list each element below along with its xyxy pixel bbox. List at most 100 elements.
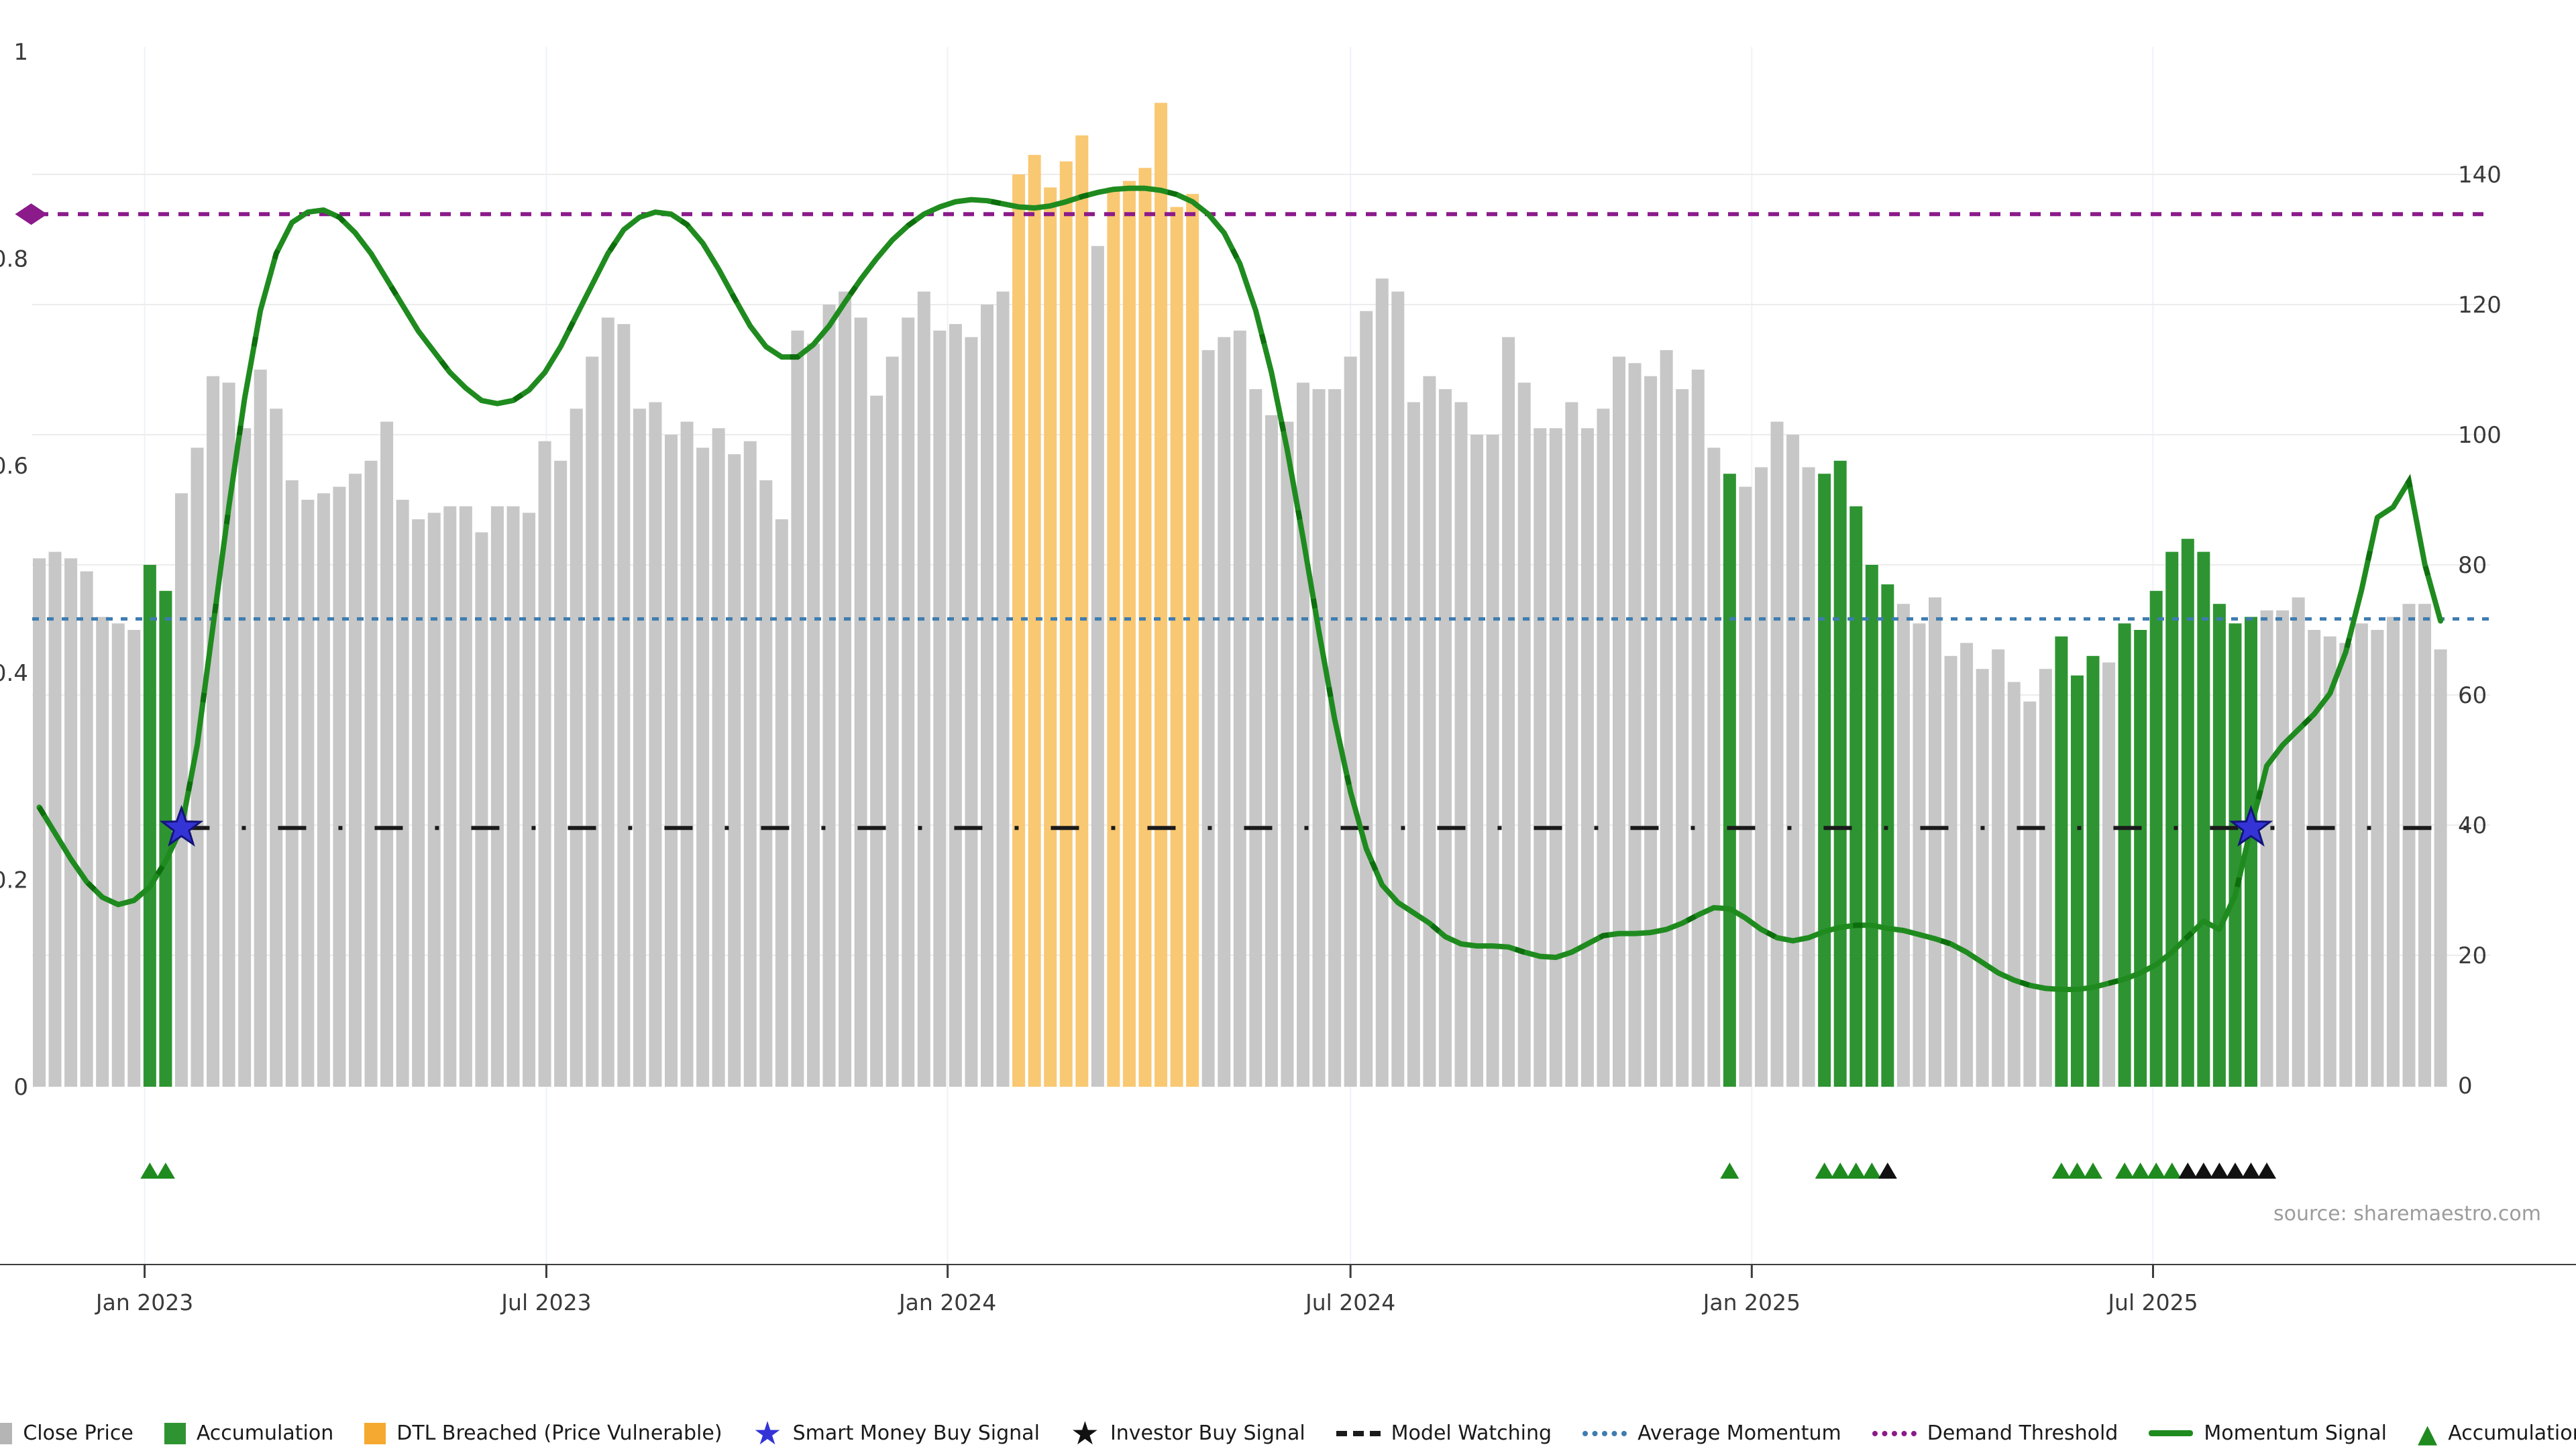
accumulation-bar — [2165, 551, 2179, 1087]
close-price-bar — [743, 441, 757, 1087]
accumulation-triangle-icon — [2115, 1163, 2135, 1179]
close-price-bar — [2434, 649, 2447, 1087]
legend-item-demand-threshold: Demand Threshold — [1872, 1421, 2118, 1445]
left-axis-tick-label: 0.4 — [0, 660, 28, 687]
close-price-bar — [538, 441, 551, 1087]
close-price-bar — [712, 428, 725, 1087]
close-price-bar — [459, 506, 472, 1087]
close-price-bar — [1534, 428, 1547, 1087]
legend-label: DTL Breached (Price Vulnerable) — [396, 1421, 722, 1445]
close-price-bar — [965, 337, 978, 1087]
accumulation-triangle-icon — [1862, 1163, 1882, 1179]
close-price-bar — [981, 305, 994, 1087]
accumulation-bar — [1865, 565, 1878, 1087]
close-price-bar — [2260, 610, 2273, 1087]
close-price-bar — [2308, 630, 2321, 1087]
close-price-bar — [917, 291, 930, 1087]
black-triangle-icon — [2241, 1163, 2261, 1179]
accumulation-triangle-icon — [2068, 1163, 2087, 1179]
blue-star-icon: ★ — [753, 1414, 782, 1449]
black-triangle-icon — [2210, 1163, 2229, 1179]
close-price-bar — [633, 409, 646, 1087]
legend-label: Smart Money Buy Signal — [792, 1421, 1040, 1445]
close-price-bar — [1391, 291, 1405, 1087]
close-price-bar — [1992, 649, 2005, 1087]
close-price-bar — [80, 571, 93, 1087]
close-price-bar — [1976, 669, 1989, 1087]
close-price-bar — [1613, 356, 1625, 1087]
close-price-bar — [554, 460, 568, 1087]
close-price-bar — [854, 317, 867, 1087]
dtl-breached-bar — [1044, 187, 1057, 1087]
close-price-bar — [443, 506, 457, 1087]
close-price-bar — [490, 506, 504, 1087]
close-price-bar — [270, 409, 283, 1087]
accumulation-triangle-icon — [156, 1163, 175, 1179]
close-price-bar — [839, 291, 852, 1087]
close-price-bar — [1597, 409, 1610, 1087]
close-price-bar — [2355, 623, 2368, 1087]
x-tick-label: Jul 2023 — [500, 1289, 591, 1316]
close-price-bar — [1960, 643, 1974, 1087]
dtl-breached-bar — [1155, 103, 1168, 1087]
close-price-bar — [412, 519, 425, 1087]
close-price-bar — [285, 480, 299, 1087]
close-price-bar — [2339, 643, 2353, 1087]
close-price-bar — [222, 382, 235, 1087]
close-price-bar — [1770, 421, 1784, 1087]
x-tick-label: Jul 2024 — [1304, 1289, 1395, 1316]
legend-item-momentum-signal: Momentum Signal — [2149, 1421, 2387, 1445]
legend-label: Investor Buy Signal — [1110, 1421, 1305, 1445]
close-price-bar — [1297, 382, 1309, 1087]
right-axis-tick-label: 80 — [2458, 552, 2487, 579]
legend-label: Demand Threshold — [1927, 1421, 2118, 1445]
close-price-bar — [1660, 350, 1673, 1087]
right-axis-tick-label: 120 — [2458, 292, 2502, 319]
x-tick-label: Jan 2025 — [1702, 1289, 1801, 1316]
close-price-bar — [349, 474, 362, 1087]
dtl-breached-bar — [1028, 154, 1041, 1087]
close-price-bar — [649, 402, 662, 1087]
accumulation-bar — [1723, 474, 1736, 1087]
accumulation-swatch-icon — [164, 1422, 186, 1444]
close-price-bar — [791, 330, 804, 1087]
close-price-bar — [254, 370, 267, 1087]
close-price-bar — [728, 454, 741, 1087]
close-price-bar — [570, 409, 583, 1087]
close-price-bar — [2418, 604, 2432, 1087]
close-price-bar — [1896, 604, 1910, 1087]
close-price-bar — [933, 330, 947, 1087]
legend-label: Momentum Signal — [2204, 1421, 2387, 1445]
legend-label: Average Momentum — [1638, 1421, 1841, 1445]
legend-item-accumulation-triangle: ▲ Accumulation — [2418, 1421, 2576, 1446]
close-price-bar — [1549, 428, 1562, 1087]
close-price-bars — [33, 103, 2447, 1087]
close-price-bar — [586, 356, 599, 1087]
close-price-bar — [1707, 447, 1721, 1087]
close-price-bar — [64, 558, 78, 1087]
close-price-bar — [1454, 402, 1468, 1087]
legend-label: Accumulation — [2448, 1421, 2576, 1445]
close-price-bar — [759, 480, 773, 1087]
legend-item-close-price: Close Price — [0, 1421, 133, 1445]
close-price-bar — [301, 500, 315, 1087]
close-price-bar — [1786, 435, 1800, 1087]
close-price-bar — [364, 460, 378, 1087]
close-price-bar — [333, 486, 346, 1087]
accumulation-triangle-icon — [140, 1163, 160, 1179]
close-price-bar — [2371, 630, 2384, 1087]
close-price-bar — [1375, 278, 1389, 1087]
close-price-bar — [1754, 467, 1768, 1087]
black-star-icon: ★ — [1070, 1414, 1099, 1449]
close-price-bar — [1929, 597, 1941, 1087]
right-axis-tick-label: 0 — [2458, 1073, 2473, 1099]
accumulation-bar — [2134, 630, 2147, 1087]
accumulation-triangle-icon — [1815, 1163, 1834, 1179]
close-price-bar — [238, 428, 252, 1087]
close-price-bar — [1486, 435, 1499, 1087]
close-price-bar — [2039, 669, 2052, 1087]
dtl-breached-bar — [1170, 207, 1183, 1087]
accumulation-triangle-icon — [2084, 1163, 2102, 1179]
left-axis-tick-label: 1 — [13, 39, 28, 66]
